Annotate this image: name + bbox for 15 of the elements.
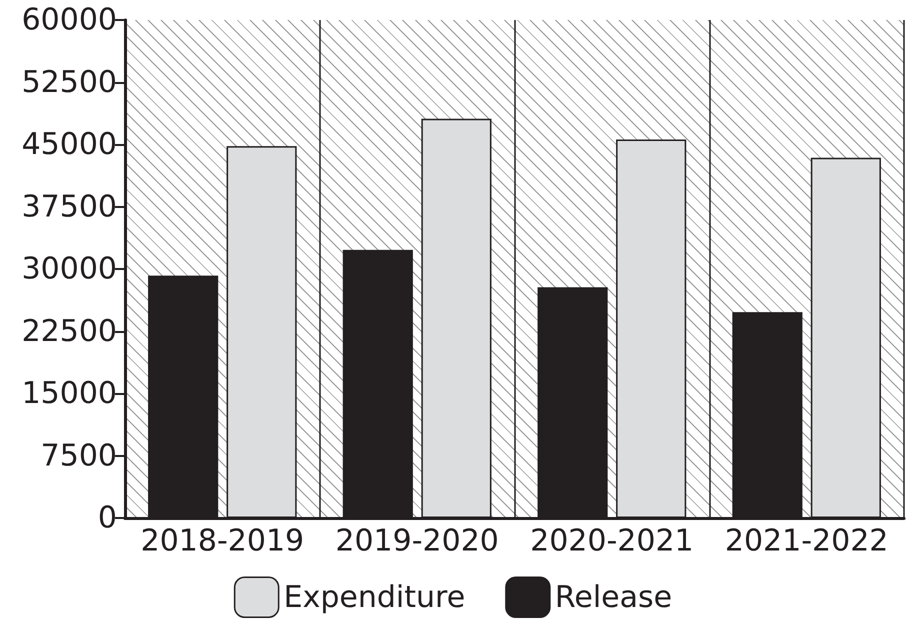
x-tick-label: 2021-2022 — [724, 524, 888, 558]
y-tick-label: 30000 — [22, 252, 117, 286]
y-tick-label: 52500 — [22, 64, 117, 100]
y-tick-label: 7500 — [40, 438, 117, 474]
y-tick-label: 45000 — [22, 127, 117, 162]
y-tick-label: 0 — [98, 500, 117, 536]
y-tick-label: 37500 — [22, 189, 117, 224]
x-tick-label: 2018-2019 — [140, 524, 304, 558]
y-tick-label: 22500 — [22, 314, 117, 349]
legend-label: Expenditure — [284, 580, 466, 615]
y-tick-label: 60000 — [22, 2, 117, 38]
legend-label: Release — [554, 580, 672, 615]
x-tick-label: 2019-2020 — [335, 524, 499, 558]
x-tick-label: 2020-2021 — [530, 524, 694, 558]
y-tick-label: 15000 — [22, 376, 117, 411]
